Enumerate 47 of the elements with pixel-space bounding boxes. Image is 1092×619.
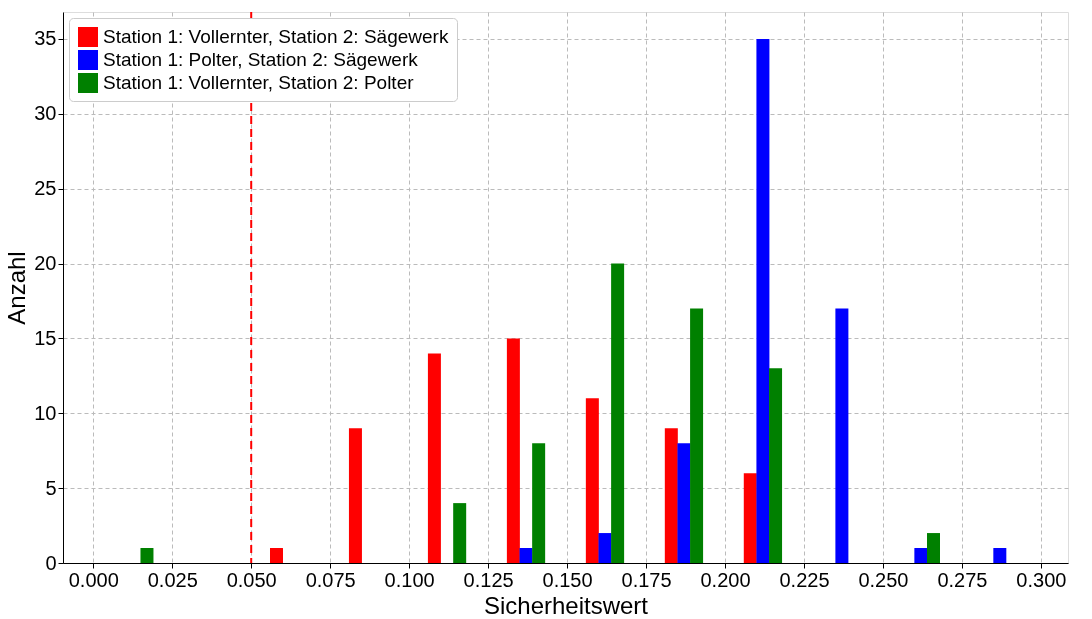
x-tick-label: 0.125 [463,568,514,591]
x-tick-label: 0.175 [621,568,672,591]
bar [269,548,283,563]
bar [926,533,940,563]
x-tick-label: 0.225 [779,568,830,591]
x-tick-label: 0.250 [858,568,909,591]
legend-label: Station 1: Vollernter, Station 2: Polter [103,72,415,93]
bar [769,368,783,563]
x-tick-label: 0.000 [68,568,119,591]
bar [532,443,546,563]
bar [519,548,533,563]
bar [453,503,467,563]
y-tick-label: 25 [34,177,57,200]
bar [835,308,849,563]
bar [677,443,691,563]
bar [690,308,704,563]
bar [427,353,441,563]
x-tick-label: 0.200 [700,568,751,591]
x-tick-label: 0.150 [542,568,593,591]
bar [664,428,678,563]
y-tick-label: 0 [45,551,57,574]
x-tick-label: 0.275 [937,568,988,591]
bar [598,533,612,563]
bar [914,548,928,563]
bar [348,428,362,563]
bar [611,263,625,563]
y-tick-label: 20 [34,252,57,275]
legend-label: Station 1: Vollernter, Station 2: Sägewerk [103,26,449,47]
bar [743,473,757,563]
bar [993,548,1007,563]
y-axis-title: Anzahl [3,251,31,325]
y-tick-label: 10 [34,401,57,424]
bar [506,338,520,563]
x-tick-label: 0.025 [147,568,198,591]
x-tick-label: 0.300 [1016,568,1067,591]
x-tick-label: 0.075 [305,568,356,591]
y-tick-label: 35 [34,27,57,50]
x-tick-label: 0.100 [384,568,435,591]
x-axis-title: Sicherheitswert [483,591,649,619]
legend-label: Station 1: Polter, Station 2: Sägewerk [103,49,419,70]
bar [140,548,154,563]
x-tick-label: 0.050 [226,568,277,591]
bar [585,398,599,563]
bar [756,38,770,563]
y-tick-label: 15 [34,326,57,349]
y-tick-label: 5 [45,476,57,499]
y-tick-label: 30 [34,102,57,125]
